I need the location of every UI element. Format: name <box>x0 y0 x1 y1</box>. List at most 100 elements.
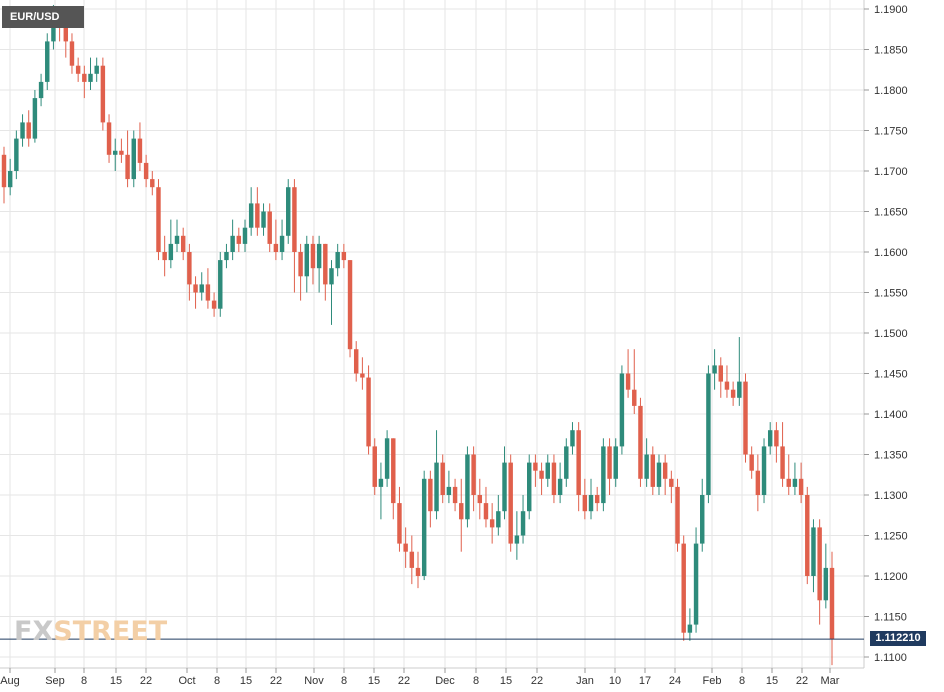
candle <box>607 438 612 495</box>
candle-body <box>180 235 186 252</box>
candle-body <box>316 243 322 269</box>
candle-body <box>360 373 365 378</box>
candle <box>224 243 229 269</box>
x-tick-label: 22 <box>270 675 282 687</box>
candle-body <box>669 478 674 487</box>
candle-body <box>38 81 44 99</box>
candle <box>551 454 557 504</box>
candle <box>669 470 674 504</box>
candle <box>582 478 588 520</box>
candle <box>255 187 260 236</box>
candle <box>415 551 421 589</box>
candle <box>187 243 192 301</box>
candle-body <box>428 478 433 512</box>
x-tick-label: 15 <box>500 675 512 687</box>
candle-body <box>156 187 161 252</box>
candle-body <box>20 122 25 139</box>
candle-body <box>582 495 588 512</box>
candle <box>774 422 779 463</box>
candle <box>817 519 822 625</box>
candle-body <box>798 478 804 495</box>
candle-body <box>347 260 353 350</box>
candle <box>576 422 581 512</box>
candle <box>378 462 384 520</box>
x-tick-label: 8 <box>739 675 745 687</box>
candle-body <box>230 235 235 252</box>
candle-body <box>7 171 13 188</box>
candle-body <box>119 150 124 155</box>
candle-body <box>150 179 155 188</box>
x-tick-label: 22 <box>531 675 543 687</box>
candle <box>533 454 538 487</box>
candle-body <box>14 138 19 171</box>
candle-body <box>545 462 550 479</box>
candle <box>69 33 75 74</box>
candle <box>471 446 476 512</box>
candle <box>625 349 631 398</box>
candle-body <box>465 454 470 520</box>
candle-body <box>749 454 754 471</box>
candle <box>718 357 724 398</box>
candle-body <box>94 65 99 74</box>
candle-body <box>403 543 408 552</box>
candle <box>650 446 656 495</box>
candle <box>619 365 625 455</box>
candle-body <box>700 495 705 544</box>
candle <box>242 219 248 252</box>
candle <box>150 171 155 196</box>
candle-body <box>811 527 816 576</box>
candle <box>360 357 365 390</box>
candle <box>594 486 600 512</box>
candle <box>292 179 297 293</box>
candle <box>94 57 99 82</box>
candle <box>662 454 668 495</box>
candle <box>20 114 25 147</box>
candle-body <box>526 462 532 512</box>
candle <box>168 219 174 269</box>
candle-body <box>452 486 458 504</box>
candle <box>273 219 279 261</box>
candle <box>767 422 773 455</box>
candle <box>786 454 791 495</box>
candle <box>446 470 452 504</box>
candle-body <box>514 535 520 544</box>
candle <box>1 146 7 204</box>
candle-body <box>607 446 612 479</box>
candle-body <box>372 446 377 487</box>
candle <box>199 272 204 301</box>
candle <box>267 203 272 252</box>
candle <box>693 527 699 633</box>
candle <box>687 608 693 641</box>
candle-body <box>459 503 464 520</box>
candle <box>162 235 167 277</box>
candle-body <box>737 381 742 398</box>
candle-body <box>1 154 7 188</box>
candle-body <box>384 438 390 479</box>
candle <box>712 349 717 390</box>
candle <box>588 478 594 520</box>
candle-body <box>391 438 396 504</box>
x-tick-label: Mar <box>821 675 840 687</box>
candle <box>310 235 316 285</box>
candle-body <box>378 478 384 487</box>
x-tick-label: 10 <box>609 675 621 687</box>
candle-body <box>267 211 272 244</box>
candle-body <box>409 551 415 568</box>
x-tick-label: 15 <box>110 675 122 687</box>
candle-body <box>131 138 136 180</box>
candle-body <box>82 73 87 82</box>
y-tick-label: 1.1700 <box>874 166 908 178</box>
y-tick-label: 1.1850 <box>874 45 908 57</box>
x-tick-labels: Aug Sep 8 15 22 Oct 8 15 22 Nov 8 15 22 Dec 8 15 22 Jan 10… <box>0 668 840 687</box>
candle <box>477 478 483 520</box>
candle-body <box>168 243 174 261</box>
candle <box>193 276 198 309</box>
candle <box>520 495 526 544</box>
x-tick-label: Sep <box>45 675 65 687</box>
candle <box>452 478 458 512</box>
x-tick-label: 22 <box>140 675 152 687</box>
x-tick-label: Aug <box>0 675 20 687</box>
candle-body <box>335 252 340 269</box>
candles <box>1 4 835 666</box>
candle <box>236 227 242 252</box>
